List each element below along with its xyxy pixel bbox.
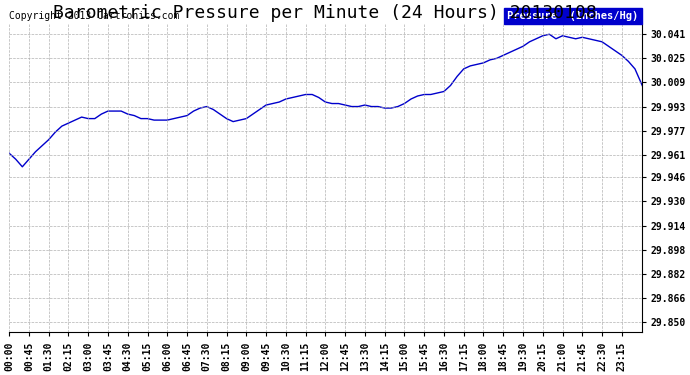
Text: Pressure  (Inches/Hg): Pressure (Inches/Hg) (507, 10, 638, 21)
Title: Barometric Pressure per Minute (24 Hours) 20130108: Barometric Pressure per Minute (24 Hours… (54, 4, 598, 22)
Text: Copyright 2013 Cartronics.com: Copyright 2013 Cartronics.com (9, 10, 179, 21)
